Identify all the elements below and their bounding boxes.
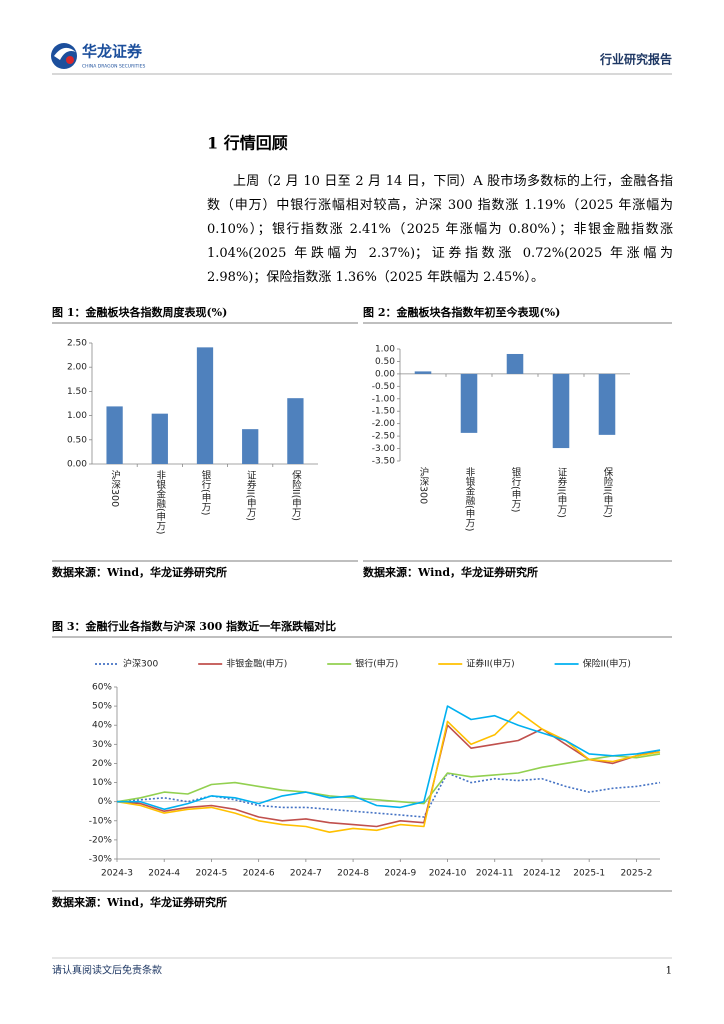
series-line (116, 753, 661, 805)
x-tick-label: 沪深300 (418, 466, 430, 504)
x-tick-label: 2025-1 (573, 869, 605, 879)
y-tick-label: 0.50 (67, 435, 87, 445)
figure-source: 数据来源：Wind，华龙证券研究所 (363, 565, 538, 579)
y-tick-label: 0.50 (375, 357, 395, 367)
y-tick-label: -10% (89, 816, 113, 826)
bar (242, 429, 259, 464)
x-tick-label: 非银金融(申万) (154, 469, 166, 534)
y-tick-label: 60% (92, 683, 112, 693)
logo-icon (51, 43, 77, 69)
x-tick-label: 2024-8 (337, 869, 369, 879)
y-tick-label: 1.00 (375, 345, 395, 355)
bar (460, 373, 478, 433)
legend-label: 保险II(申万) (583, 658, 631, 670)
bar (598, 373, 616, 435)
x-tick-label: 非银金融(申万) (464, 466, 476, 531)
figure-title: 图 3：金融行业各指数与沪深 300 指数近一年涨跌幅对比 (52, 619, 336, 633)
page-number: 1 (666, 966, 672, 977)
figure-title: 图 1：金融板块各指数周度表现(%) (52, 305, 227, 319)
y-tick-label: 20% (92, 759, 112, 769)
y-tick-label: -1.00 (372, 394, 396, 404)
figure-title: 图 2：金融板块各指数年初至今表现(%) (363, 305, 560, 319)
y-tick-label: 1.00 (67, 411, 87, 421)
y-tick-label: 2.50 (67, 339, 87, 349)
x-tick-label: 2024-7 (290, 869, 322, 879)
bar (506, 353, 524, 374)
figure-source: 数据来源：Wind，华龙证券研究所 (52, 565, 227, 579)
y-tick-label: 1.50 (67, 387, 87, 397)
bar (106, 406, 123, 464)
legend-label: 证券II(申万) (466, 658, 514, 670)
bar (196, 347, 214, 464)
figure-source: 数据来源：Wind，华龙证券研究所 (52, 895, 227, 909)
y-tick-label: 30% (92, 740, 112, 750)
bar (151, 413, 168, 464)
y-tick-label: -2.00 (372, 419, 396, 429)
x-tick-label: 沪深300 (109, 469, 121, 507)
y-tick-label: -2.50 (372, 432, 396, 442)
x-tick-label: 证券II(申万) (556, 467, 568, 518)
section-title: 1 行情回顾 (207, 134, 288, 153)
y-tick-label: 0.00 (375, 369, 395, 379)
footer-disclaimer: 请认真阅读文后免责条款 (52, 964, 162, 977)
y-tick-label: 50% (92, 702, 112, 712)
x-tick-label: 2024-5 (195, 869, 227, 879)
bar (414, 371, 432, 374)
y-tick-label: -20% (89, 835, 113, 845)
logo-name: 华龙证券 (82, 43, 143, 61)
legend-label: 银行(申万) (355, 658, 398, 670)
x-tick-label: 2024-11 (476, 869, 514, 879)
bar (552, 373, 570, 449)
report-type: 行业研究报告 (599, 52, 672, 67)
x-tick-label: 银行(申万) (510, 466, 522, 512)
x-tick-label: 2025-2 (620, 869, 652, 879)
x-tick-label: 2024-9 (384, 869, 416, 879)
x-tick-label: 保险II(申万) (602, 466, 614, 518)
x-tick-label: 2024-10 (429, 869, 467, 879)
y-tick-label: 0% (98, 797, 113, 807)
y-tick-label: -30% (89, 855, 113, 865)
y-tick-label: -3.50 (372, 457, 396, 467)
x-tick-label: 证券II(申万) (245, 470, 257, 521)
y-tick-label: 10% (92, 778, 112, 788)
x-tick-label: 2024-3 (101, 869, 133, 879)
legend-label: 非银金融(申万) (226, 658, 287, 670)
series-line (116, 772, 661, 818)
x-tick-label: 2024-6 (243, 869, 275, 879)
y-tick-label: -0.50 (372, 382, 396, 392)
logo-subtitle: CHINA DRAGON SECURITIES (82, 64, 145, 70)
paragraph: 上周（2 月 10 日至 2 月 14 日，下同）A 股市场多数标的上行，金融各… (207, 174, 673, 285)
x-tick-label: 银行(申万) (200, 469, 212, 515)
x-tick-label: 2024-12 (523, 869, 561, 879)
y-tick-label: 2.00 (67, 363, 87, 373)
bar (287, 398, 304, 464)
series-line (117, 705, 661, 811)
y-tick-label: 0.00 (67, 460, 87, 470)
series-line (116, 724, 661, 828)
y-tick-label: -1.50 (372, 407, 396, 417)
legend-label: 沪深300 (123, 658, 158, 670)
series-line (116, 711, 661, 833)
x-tick-label: 保险II(申万) (290, 469, 302, 521)
x-tick-label: 2024-4 (148, 869, 180, 879)
y-tick-label: 40% (92, 721, 112, 731)
y-tick-label: -3.00 (372, 444, 396, 454)
